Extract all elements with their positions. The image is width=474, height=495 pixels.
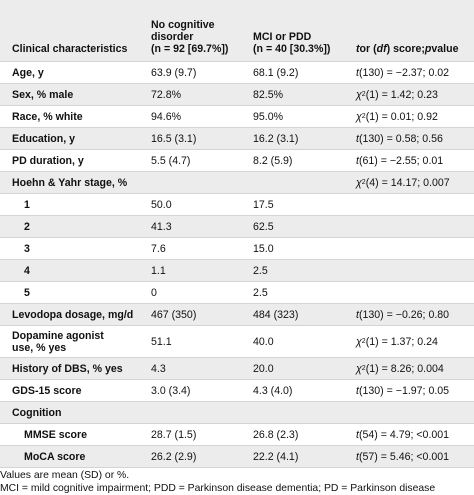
row-label: MMSE score	[24, 428, 87, 441]
row-mci-value: 17.5	[253, 198, 274, 211]
row-no-cognitive-value: 4.3	[151, 362, 166, 375]
row-label: Sex, % male	[12, 88, 74, 101]
row-no-cognitive-value: 16.5 (3.1)	[151, 132, 197, 145]
table-row-cognition: Cognition	[0, 402, 474, 424]
table-row-stage-2: 2 41.3 62.5	[0, 216, 474, 238]
table-row-mmse: MMSE score 28.7 (1.5) 26.8 (2.3) t (54) …	[0, 424, 474, 446]
row-no-cognitive-value: 94.6%	[151, 110, 182, 123]
row-no-cognitive-value: 50.0	[151, 198, 172, 211]
row-mci-value: 95.0%	[253, 110, 284, 123]
row-label: Age, y	[12, 66, 44, 79]
row-label: Cognition	[12, 406, 62, 419]
row-label: 5	[24, 286, 30, 299]
footnote-line1: Values are mean (SD) or %.	[0, 470, 130, 481]
row-mci-value: 62.5	[253, 220, 274, 233]
table-row-moca: MoCA score 26.2 (2.9) 22.2 (4.1) t (57) …	[0, 446, 474, 468]
row-label: GDS-15 score	[12, 384, 82, 397]
row-mci-value: 15.0	[253, 242, 274, 255]
table-row-age: Age, y 63.9 (9.7) 68.1 (9.2) t (130) = −…	[0, 62, 474, 84]
row-label-line1: Dopamine agonist	[12, 329, 104, 342]
table-row-stage-1: 1 50.0 17.5	[0, 194, 474, 216]
table-row-education: Education, y 16.5 (3.1) 16.2 (3.1) t (13…	[0, 128, 474, 150]
table-row-levodopa: Levodopa dosage, mg/d 467 (350) 484 (323…	[0, 304, 474, 326]
row-mci-value: 22.2 (4.1)	[253, 450, 299, 463]
table-row-stage-5: 5 0 2.5	[0, 282, 474, 304]
row-label: 4	[24, 264, 30, 277]
header-no-cog-line1: No cognitive	[151, 19, 215, 31]
row-stat-value: t (130) = 0.58; 0.56	[356, 132, 443, 145]
table-row-stage-4: 4 1.1 2.5	[0, 260, 474, 282]
row-mci-value: 20.0	[253, 362, 274, 375]
row-no-cognitive-value: 26.2 (2.9)	[151, 450, 197, 463]
row-label: PD duration, y	[12, 154, 84, 167]
row-no-cognitive-value: 72.8%	[151, 88, 182, 101]
row-no-cognitive-value: 63.9 (9.7)	[151, 66, 197, 79]
row-mci-value: 2.5	[253, 264, 268, 277]
row-label-line2: use, % yes	[12, 341, 67, 354]
row-stat-value: t (130) = −2.37; 0.02	[356, 66, 450, 79]
row-mci-value: 26.8 (2.3)	[253, 428, 299, 441]
row-mci-value: 8.2 (5.9)	[253, 154, 293, 167]
row-label: MoCA score	[24, 450, 86, 463]
row-no-cognitive-value: 7.6	[151, 242, 166, 255]
header-no-cog-line3: (n = 92 [69.7%])	[151, 43, 229, 55]
row-stat-value: t (130) = −1.97; 0.05	[356, 384, 450, 397]
row-no-cognitive-value: 467 (350)	[151, 308, 197, 321]
header-mci-line1: MCI or PDD	[253, 31, 312, 43]
table-row-stage-3: 3 7.6 15.0	[0, 238, 474, 260]
row-mci-value: 484 (323)	[253, 308, 299, 321]
table-footnote: Values are mean (SD) or %. MCI = mild co…	[0, 469, 435, 495]
row-label: 2	[24, 220, 30, 233]
row-mci-value: 82.5%	[253, 88, 284, 101]
row-stat-value: t (54) = 4.79; <0.001	[356, 428, 450, 441]
row-stat-value: t (61) = −2.55; 0.01	[356, 154, 444, 167]
row-mci-value: 40.0	[253, 335, 274, 348]
row-stat-value: t (130) = −0.26; 0.80	[356, 308, 450, 321]
header-no-cog-line2: disorder	[151, 31, 194, 43]
row-no-cognitive-value: 5.5 (4.7)	[151, 154, 191, 167]
row-label: Dopamine agonist use, % yes	[12, 326, 148, 357]
header-clinical-characteristics: Clinical characteristics	[12, 43, 128, 55]
row-no-cognitive-value: 28.7 (1.5)	[151, 428, 197, 441]
table-row-pd-duration: PD duration, y 5.5 (4.7) 8.2 (5.9) t (61…	[0, 150, 474, 172]
row-mci-value: 4.3 (4.0)	[253, 384, 293, 397]
row-no-cognitive-value: 1.1	[151, 264, 166, 277]
row-label: History of DBS, % yes	[12, 362, 123, 375]
row-no-cognitive-value: 0	[151, 286, 157, 299]
row-label: Education, y	[12, 132, 75, 145]
table-row-gds15: GDS-15 score 3.0 (3.4) 4.3 (4.0) t (130)…	[0, 380, 474, 402]
header-no-cognitive-disorder: No cognitive disorder (n = 92 [69.7%])	[151, 0, 251, 61]
header-mci-or-pdd: MCI or PDD (n = 40 [30.3%])	[253, 0, 353, 61]
clinical-characteristics-table: Clinical characteristics No cognitive di…	[0, 0, 474, 468]
table-header-row: Clinical characteristics No cognitive di…	[0, 0, 474, 62]
row-mci-value: 16.2 (3.1)	[253, 132, 299, 145]
row-no-cognitive-value: 3.0 (3.4)	[151, 384, 191, 397]
row-label: Hoehn & Yahr stage, %	[12, 176, 128, 189]
row-no-cognitive-value: 41.3	[151, 220, 172, 233]
footnote-line2: MCI = mild cognitive impairment; PDD = P…	[0, 483, 436, 494]
row-label: 3	[24, 242, 30, 255]
row-mci-value: 2.5	[253, 286, 268, 299]
row-no-cognitive-value: 51.1	[151, 335, 172, 348]
header-test-statistic: t or (df) score; p value	[356, 43, 459, 55]
row-label: Levodopa dosage, mg/d	[12, 308, 134, 321]
row-mci-value: 68.1 (9.2)	[253, 66, 299, 79]
row-label: Race, % white	[12, 110, 83, 123]
row-stat-value: t (57) = 5.46; <0.001	[356, 450, 450, 463]
header-mci-line2: (n = 40 [30.3%])	[253, 43, 331, 55]
row-label: 1	[24, 198, 30, 211]
